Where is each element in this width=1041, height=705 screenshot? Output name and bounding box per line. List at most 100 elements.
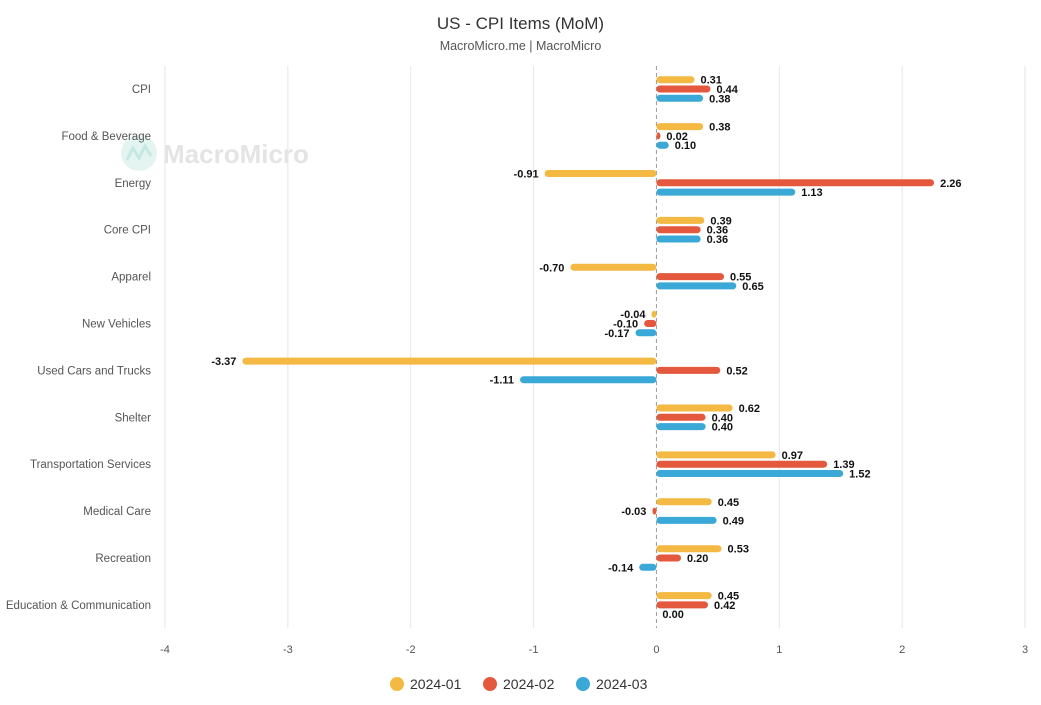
category-label: Food & Beverage xyxy=(61,131,151,143)
bar[interactable] xyxy=(656,282,737,290)
category-label: Core CPI xyxy=(104,225,151,237)
watermark-logo-mark xyxy=(125,142,153,162)
legend-marker xyxy=(390,677,404,691)
bar[interactable] xyxy=(544,170,657,177)
bar[interactable] xyxy=(656,423,706,431)
data-label: 0.65 xyxy=(742,281,763,293)
bar[interactable] xyxy=(656,366,721,374)
data-label: 0.36 xyxy=(707,225,728,237)
bar[interactable] xyxy=(656,226,701,234)
data-label: -0.70 xyxy=(539,262,564,274)
bar[interactable] xyxy=(656,85,711,93)
bar[interactable] xyxy=(656,76,695,84)
data-label: -3.37 xyxy=(211,356,236,368)
chart-subtitle: MacroMicro.me | MacroMicro xyxy=(439,39,602,53)
data-label: 0.38 xyxy=(709,93,730,105)
data-label: 0.62 xyxy=(739,403,760,415)
bar[interactable] xyxy=(656,404,733,412)
data-label: -0.10 xyxy=(613,319,638,331)
category-label: Transportation Services xyxy=(30,459,151,471)
x-tick-label: 3 xyxy=(1022,644,1028,656)
bar[interactable] xyxy=(656,470,844,477)
legend-label: 2024-01 xyxy=(410,676,462,692)
category-label: Education & Communication xyxy=(6,600,151,612)
bar[interactable] xyxy=(656,216,705,224)
category-label: Apparel xyxy=(111,272,151,284)
bar[interactable] xyxy=(656,94,704,102)
data-label: -0.17 xyxy=(604,328,629,340)
category-label: Recreation xyxy=(95,553,151,565)
bar[interactable] xyxy=(656,516,717,524)
bar[interactable] xyxy=(656,451,776,459)
data-label: -0.14 xyxy=(608,562,634,574)
legend-item[interactable]: 2024-02 xyxy=(483,676,555,692)
data-label: 0.52 xyxy=(726,365,747,377)
bar[interactable] xyxy=(656,545,722,553)
data-label: 0.40 xyxy=(712,412,733,424)
chart-title: US - CPI Items (MoM) xyxy=(436,14,605,33)
bar[interactable] xyxy=(242,357,657,365)
legend-marker xyxy=(483,677,497,691)
bar[interactable] xyxy=(656,413,706,421)
bar[interactable] xyxy=(656,460,828,468)
bar[interactable] xyxy=(652,507,657,515)
data-label: 0.45 xyxy=(718,591,739,603)
data-label: 0.53 xyxy=(728,544,749,556)
legend-item[interactable]: 2024-01 xyxy=(390,676,462,692)
bar[interactable] xyxy=(656,273,724,281)
x-tick-label: 2 xyxy=(899,644,905,656)
data-label: 1.13 xyxy=(801,187,822,199)
legend-item[interactable]: 2024-03 xyxy=(576,676,648,692)
bar[interactable] xyxy=(656,123,704,131)
data-label: 0.45 xyxy=(718,497,739,509)
bar[interactable] xyxy=(656,498,712,506)
data-label: -0.91 xyxy=(514,169,539,181)
bar[interactable] xyxy=(651,310,657,318)
data-label: 0.38 xyxy=(709,122,730,134)
bar[interactable] xyxy=(656,188,796,196)
legend-label: 2024-03 xyxy=(596,676,648,692)
data-label: -1.11 xyxy=(490,375,514,387)
data-label: 1.39 xyxy=(833,459,854,471)
data-label: 0.00 xyxy=(662,609,683,621)
bar[interactable] xyxy=(656,132,661,140)
bar[interactable] xyxy=(656,179,935,187)
bar[interactable] xyxy=(656,601,709,609)
x-tick-label: 1 xyxy=(776,644,782,656)
x-tick-label: -4 xyxy=(160,644,170,656)
bar[interactable] xyxy=(520,376,657,384)
category-label: Energy xyxy=(115,178,152,190)
bar[interactable] xyxy=(656,141,669,149)
category-label: CPI xyxy=(132,84,151,96)
legend-marker xyxy=(576,677,590,691)
data-label: 0.10 xyxy=(675,140,696,152)
bar[interactable] xyxy=(635,329,657,337)
data-label: 0.40 xyxy=(712,422,733,434)
category-label: Used Cars and Trucks xyxy=(37,365,151,377)
bar[interactable] xyxy=(639,563,657,571)
bar[interactable] xyxy=(570,263,657,271)
data-label: 2.26 xyxy=(940,178,961,190)
category-label: New Vehicles xyxy=(82,319,151,331)
data-label: 0.20 xyxy=(687,553,708,565)
data-label: 0.55 xyxy=(730,272,751,284)
data-label: -0.04 xyxy=(620,309,646,321)
legend-label: 2024-02 xyxy=(503,676,555,692)
bar[interactable] xyxy=(656,235,701,243)
data-label: 0.97 xyxy=(782,450,803,462)
x-tick-label: -1 xyxy=(529,644,539,656)
watermark: MacroMicro xyxy=(121,135,309,171)
data-label: 0.02 xyxy=(666,131,687,143)
x-tick-label: -2 xyxy=(406,644,416,656)
data-label: 1.52 xyxy=(849,469,870,481)
bar[interactable] xyxy=(656,554,681,562)
data-label: 0.39 xyxy=(710,215,731,227)
data-label: 0.42 xyxy=(714,600,735,612)
bar[interactable] xyxy=(644,320,657,327)
watermark-text: MacroMicro xyxy=(163,139,309,169)
watermark-logo-icon xyxy=(121,135,157,171)
data-label: 0.36 xyxy=(707,234,728,246)
bar[interactable] xyxy=(656,592,712,600)
